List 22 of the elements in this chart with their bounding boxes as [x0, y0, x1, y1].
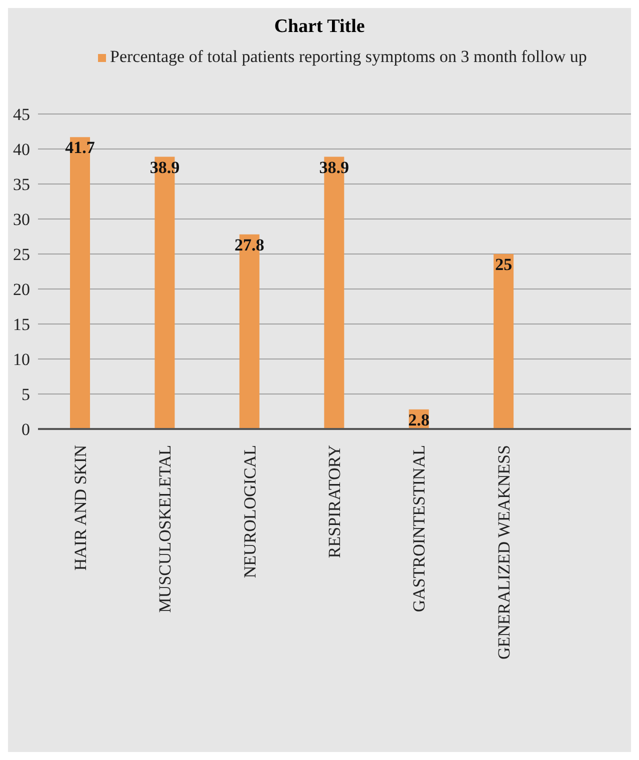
y-tick-label: 40 — [13, 140, 30, 160]
y-tick-label: 10 — [13, 350, 30, 370]
x-tick-label: NEUROLOGICAL — [240, 445, 260, 578]
legend-label: Percentage of total patients reporting symptoms on 3 month follow up — [109, 46, 588, 68]
y-tick-label: 30 — [13, 210, 30, 230]
data-label: 25 — [495, 255, 512, 274]
chart-title: Chart Title — [273, 15, 366, 39]
y-tick-label: 35 — [13, 175, 30, 194]
x-tick-label: GASTROINTESTINAL — [410, 445, 429, 612]
bar — [494, 254, 514, 429]
y-tick-label: 0 — [22, 420, 30, 440]
data-label: 41.7 — [65, 138, 96, 158]
x-tick-label: MUSCULOSKELETAL — [156, 445, 175, 613]
x-tick-label: GENERALIZED WEAKNESS — [494, 445, 514, 660]
y-tick-label: 45 — [13, 105, 30, 124]
y-tick-label: 5 — [22, 385, 30, 404]
data-label: 2.8 — [408, 410, 430, 430]
y-tick-label: 15 — [13, 315, 30, 334]
y-tick-label: 25 — [13, 245, 30, 264]
x-tick-label: RESPIRATORY — [325, 445, 344, 558]
y-tick-label: 20 — [13, 280, 30, 300]
x-tick-label: HAIR AND SKIN — [70, 445, 90, 571]
